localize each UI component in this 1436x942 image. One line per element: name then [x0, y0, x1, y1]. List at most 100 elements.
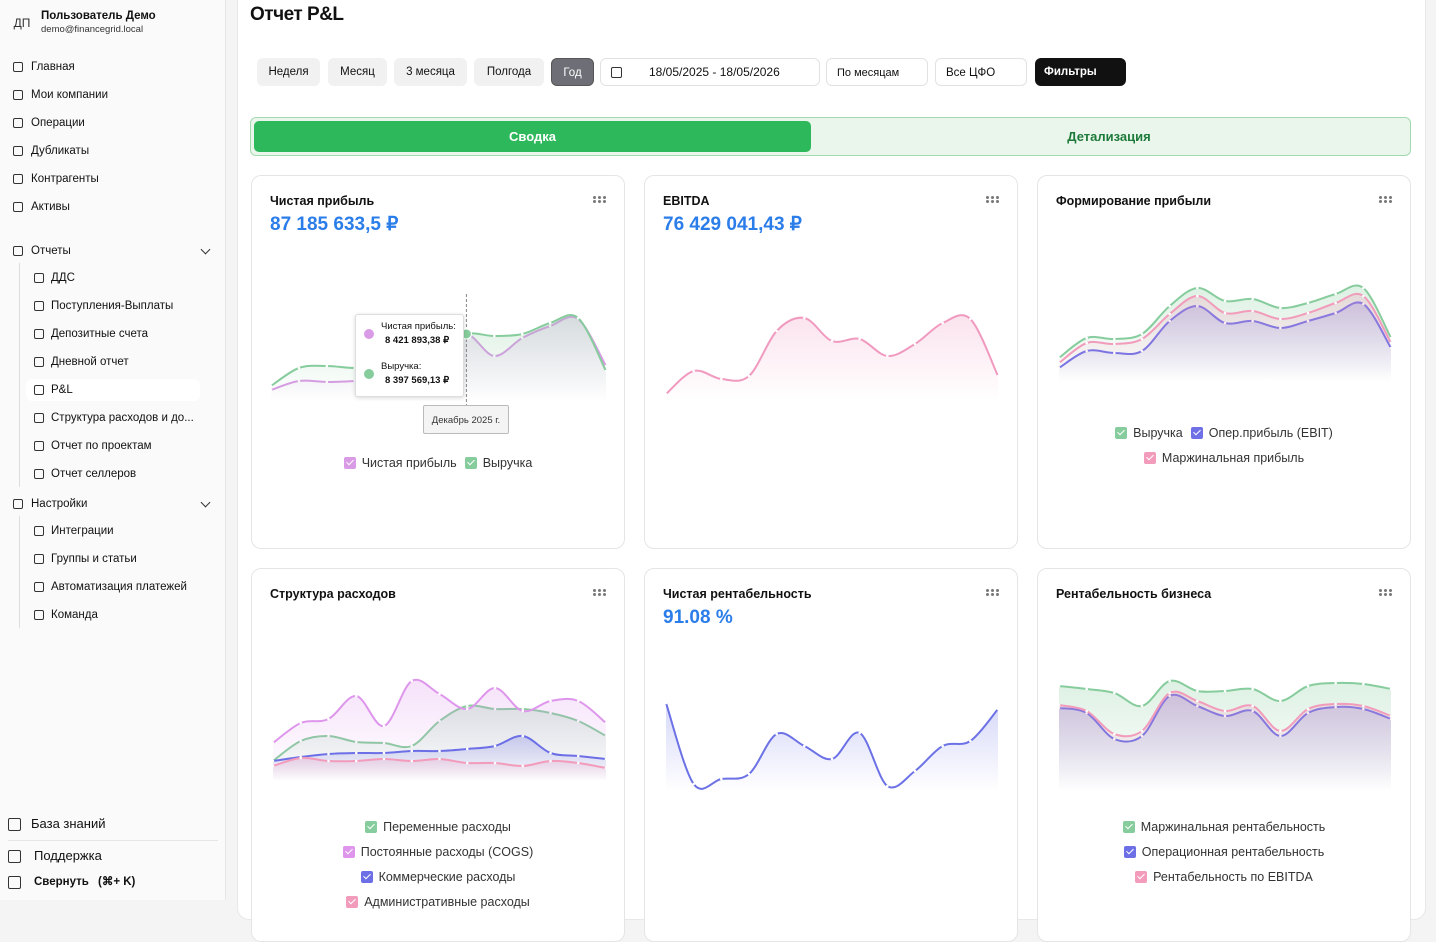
widget-title: Формирование прибыли [1056, 194, 1211, 208]
legend-row: Выручка Опер.прибыль (EBIT) [1038, 425, 1410, 441]
grouping-select[interactable]: По месяцам [826, 58, 928, 86]
point [1334, 301, 1337, 305]
legend-item[interactable]: Переменные расходы [365, 819, 511, 835]
period-button[interactable]: Год [551, 58, 594, 86]
legend-checkbox[interactable] [1122, 821, 1135, 833]
legend-checkbox[interactable] [1190, 427, 1203, 439]
nav-item[interactable]: P&L [51, 384, 73, 396]
nav-item[interactable]: Операции [31, 117, 85, 129]
tab[interactable]: Детализация [1067, 129, 1151, 144]
point [271, 759, 275, 763]
shortcut: (⌘+ K) [98, 876, 136, 888]
widget-menu[interactable] [593, 196, 607, 204]
widget-menu[interactable] [1379, 589, 1393, 597]
period-button[interactable]: Полгода [474, 58, 544, 86]
legend-item[interactable]: Постоянные расходы (COGS) [342, 844, 533, 860]
widget-menu[interactable] [1379, 196, 1393, 204]
nav-item[interactable]: Главная [31, 61, 75, 73]
point [327, 759, 330, 763]
nav-item[interactable]: Контрагенты [31, 173, 99, 185]
nav-item[interactable]: Автоматизация платежей [51, 581, 187, 593]
knowledge[interactable]: База знаний [31, 816, 106, 831]
legend-checkbox[interactable] [1135, 871, 1148, 883]
period-button[interactable]: Месяц [328, 58, 387, 86]
widget-title: Чистая рентабельность [663, 587, 812, 601]
period-button[interactable]: 3 месяца [394, 58, 467, 86]
point [297, 366, 301, 370]
widget-menu[interactable] [593, 589, 607, 597]
point [410, 759, 414, 763]
legend-checkbox[interactable] [342, 846, 355, 858]
nav-item[interactable]: Интеграции [51, 525, 114, 537]
nav-item[interactable]: Мои компании [31, 89, 109, 101]
legend-checkbox[interactable] [1123, 846, 1136, 858]
collapse[interactable]: Свернуть [34, 876, 89, 888]
dot [1379, 200, 1382, 203]
point [1389, 714, 1393, 718]
point [1362, 294, 1365, 298]
point [664, 701, 668, 705]
chevron [200, 244, 211, 255]
filters-button[interactable]: Фильтры [1035, 58, 1126, 86]
check [466, 457, 475, 466]
dot [996, 196, 999, 199]
point [1306, 684, 1310, 688]
tab[interactable]: Сводка [254, 121, 811, 152]
support[interactable]: Поддержка [34, 848, 102, 863]
point [1140, 729, 1144, 733]
legend-item[interactable]: Чистая прибыль [343, 455, 457, 471]
nav-item[interactable]: Поступления-Выплаты [51, 300, 174, 312]
nav-group[interactable]: Отчеты [31, 245, 71, 257]
point [941, 744, 944, 748]
legend-checkbox[interactable] [346, 896, 359, 908]
legend-item[interactable]: Административные расходы [346, 894, 530, 910]
legend-checkbox[interactable] [1115, 427, 1128, 439]
nav-item[interactable]: ДДС [51, 272, 75, 284]
area [666, 315, 998, 401]
legend-item[interactable]: Рентабельность по EBITDA [1135, 869, 1313, 885]
legend-item[interactable]: Маржинальная рентабельность [1122, 819, 1325, 835]
legend-item[interactable]: Маржинальная прибыль [1143, 450, 1304, 466]
nav-item[interactable]: Группы и статьи [51, 553, 137, 565]
legend-checkbox[interactable] [464, 457, 477, 469]
point [1306, 311, 1310, 315]
nav-group[interactable]: Настройки [31, 498, 88, 510]
icon [34, 301, 44, 311]
dot [991, 196, 994, 199]
legend-item[interactable]: Опер.прибыль (EBIT) [1190, 425, 1333, 441]
nav-item[interactable]: Команда [51, 609, 98, 621]
nav-item[interactable]: Дубликаты [31, 145, 90, 157]
dot [1384, 593, 1387, 596]
cfo-select[interactable]: Все ЦФО [935, 58, 1027, 86]
point [576, 754, 580, 758]
tree-line [19, 263, 20, 487]
point [1057, 703, 1061, 707]
legend-checkbox[interactable] [365, 821, 378, 833]
point [465, 704, 469, 708]
date-range[interactable] [600, 58, 820, 86]
page: ДП Пользователь Демо demo@financegrid.loca… [8, 0, 1426, 942]
legend-item[interactable]: Выручка [1115, 425, 1183, 441]
nav-item[interactable]: Активы [31, 201, 70, 213]
dot [1384, 200, 1387, 203]
point [1057, 356, 1061, 360]
chart [1057, 679, 1393, 791]
legend-checkbox[interactable] [1143, 452, 1156, 464]
nav-item[interactable]: Структура расходов и до... [51, 412, 194, 424]
nav-item[interactable]: Дневной отчет [51, 356, 129, 368]
legend-row: Чистая прибыль Выручка [252, 455, 624, 471]
legend-item[interactable]: Выручка [464, 455, 532, 471]
point [1223, 311, 1227, 315]
nav-item[interactable]: Депозитные счета [51, 328, 149, 340]
widget-menu[interactable] [986, 196, 1000, 204]
legend-checkbox[interactable] [343, 457, 356, 469]
nav-item[interactable]: Отчет по проектам [51, 440, 152, 452]
nav-item[interactable]: Отчет селлеров [51, 468, 137, 480]
legend-checkbox[interactable] [360, 871, 373, 883]
sep [8, 840, 218, 841]
period-button[interactable]: Неделя [257, 58, 320, 86]
legend-item[interactable]: Операционная рентабельность [1123, 844, 1324, 860]
legend-item[interactable]: Коммерческие расходы [360, 869, 515, 885]
chevron [200, 497, 211, 508]
widget-menu[interactable] [986, 589, 1000, 597]
